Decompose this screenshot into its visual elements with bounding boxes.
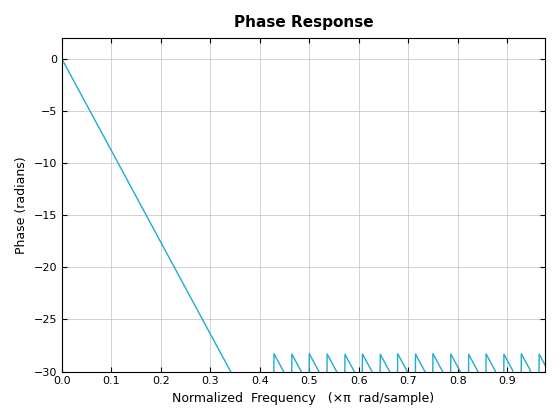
Y-axis label: Phase (radians): Phase (radians) <box>15 156 28 254</box>
Title: Phase Response: Phase Response <box>234 15 374 30</box>
X-axis label: Normalized  Frequency   (×π  rad/sample): Normalized Frequency (×π rad/sample) <box>172 392 435 405</box>
